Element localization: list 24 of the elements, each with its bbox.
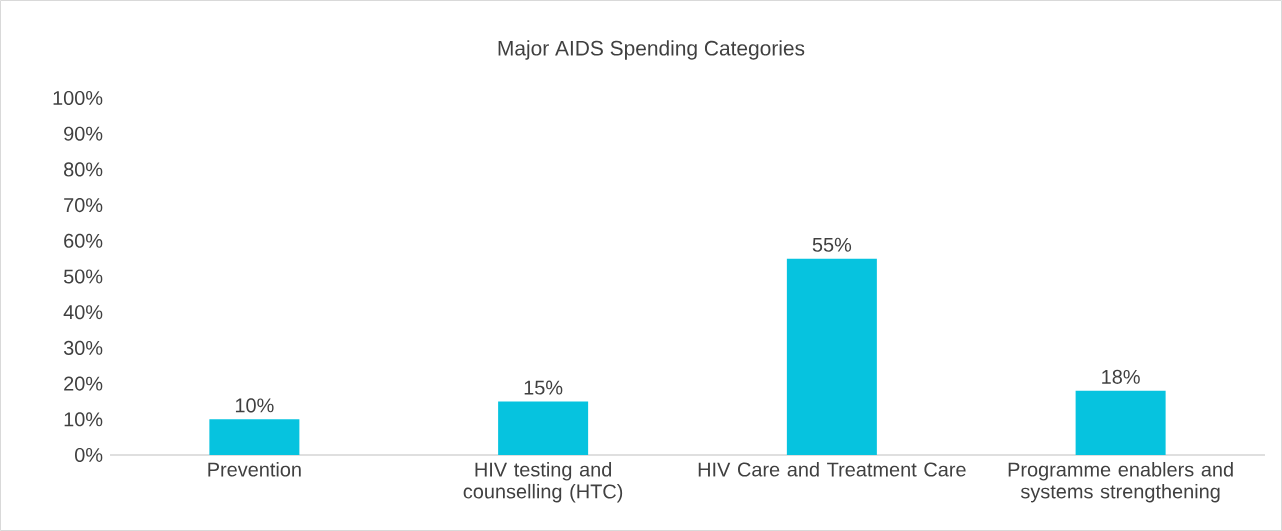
y-tick-label: 50% <box>63 269 103 284</box>
y-tick-label: 80% <box>64 162 103 177</box>
y-tick-label: 10% <box>64 412 103 427</box>
bar <box>209 419 300 455</box>
y-tick-label: 70% <box>64 198 103 213</box>
data-label: 10% <box>235 398 274 413</box>
x-tick-label: HIV Care and Treatment Care <box>698 461 966 477</box>
chart-title: Major AIDS Spending Categories <box>498 40 805 60</box>
y-tick-label: 30% <box>63 340 103 355</box>
x-tick-label: Programme enablers and systems strengthening <box>1008 461 1233 503</box>
y-tick-label: 20% <box>64 376 103 391</box>
y-tick-label: 60% <box>64 233 103 248</box>
bar <box>786 258 877 455</box>
x-tick-label: HIV testing and counselling (HTC) <box>463 461 623 503</box>
data-label: 15% <box>524 380 563 395</box>
data-label: 18% <box>1102 369 1140 384</box>
bar <box>498 401 589 455</box>
y-tick-label: 90% <box>64 126 103 141</box>
data-label: 55% <box>812 237 852 252</box>
y-tick-label: 100% <box>53 90 103 106</box>
y-tick-label: 0% <box>75 447 103 463</box>
y-tick-label: 40% <box>63 305 103 320</box>
x-tick-label: Prevention <box>208 461 301 477</box>
bar <box>1075 390 1166 455</box>
